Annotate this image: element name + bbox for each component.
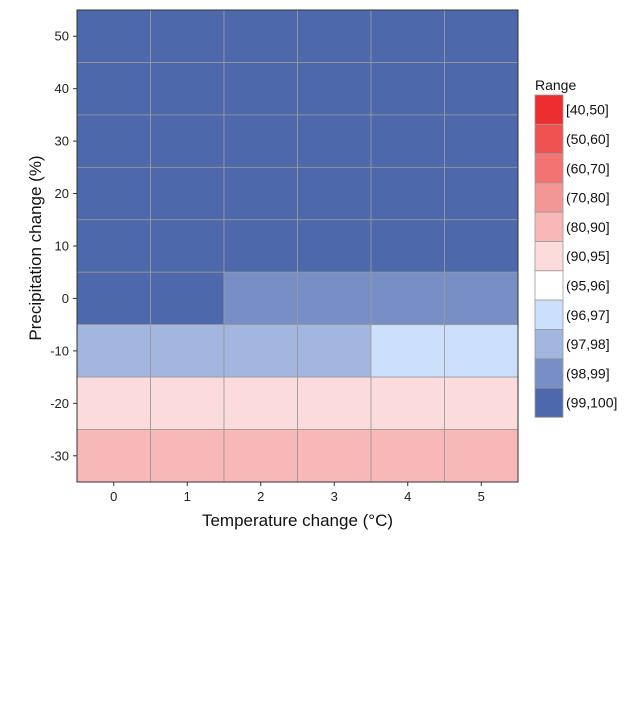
heatmap-cell — [150, 219, 225, 273]
legend-key — [534, 358, 564, 389]
y-tick-label: -10 — [50, 343, 69, 358]
heatmap-cell — [297, 114, 372, 168]
heatmap-cell — [76, 166, 151, 221]
legend-key — [534, 387, 564, 418]
heatmap-cell — [76, 324, 151, 378]
heatmap-cell — [76, 62, 151, 116]
heatmap-cell — [370, 219, 445, 273]
legend-label: (90,95] — [566, 248, 610, 264]
x-tick-label: 4 — [404, 489, 411, 504]
legend-key — [534, 123, 564, 155]
x-axis: 0 1 2 3 4 5 — [110, 482, 485, 504]
y-axis: 50 40 30 20 10 0 -10 -20 -30 — [50, 29, 77, 463]
heatmap-cell — [223, 166, 298, 221]
y-tick-label: 40 — [55, 81, 69, 96]
heatmap-cell — [223, 271, 298, 326]
legend-label: (70,80] — [566, 190, 610, 206]
x-tick-label: 3 — [331, 489, 338, 504]
heatmap-cell — [297, 429, 372, 483]
heatmap-cell — [223, 376, 298, 430]
y-tick-label: 50 — [55, 29, 69, 44]
y-tick-label: -30 — [50, 448, 69, 463]
heatmap-cell — [370, 114, 445, 168]
heatmap-cell — [223, 9, 298, 63]
legend-label: (98,99] — [566, 365, 610, 381]
heatmap-cell — [76, 9, 151, 63]
legend-label: (99,100] — [566, 395, 617, 411]
heatmap-cell — [150, 62, 225, 116]
y-tick-label: -20 — [50, 396, 69, 411]
legend: Range [40,50] (50,60] (60,70] (70,80] (80,90… — [534, 77, 617, 418]
heatmap-cell — [76, 429, 151, 483]
legend-label: (97,98] — [566, 336, 610, 352]
y-tick-label: 20 — [55, 186, 69, 201]
heatmap-cell — [223, 62, 298, 116]
heatmap-cell — [297, 166, 372, 221]
legend-title: Range — [535, 77, 576, 93]
heatmap-cell — [150, 271, 225, 326]
legend-label: [40,50] — [566, 102, 609, 118]
legend-key — [534, 182, 564, 213]
heatmap-cell — [297, 271, 372, 326]
y-axis-title: Precipitation change (%) — [26, 155, 45, 340]
y-tick-label: 10 — [55, 239, 69, 254]
heatmap-cell — [223, 219, 298, 273]
legend-key — [534, 241, 564, 272]
heatmap-cell — [370, 9, 445, 63]
legend-label: (50,60] — [566, 131, 610, 147]
x-tick-label: 5 — [478, 489, 485, 504]
heatmap-cell — [444, 114, 519, 168]
x-tick-label: 0 — [110, 489, 117, 504]
legend-label: (80,90] — [566, 219, 610, 235]
heatmap-cell — [150, 324, 225, 378]
legend-key — [534, 299, 564, 330]
legend-key — [534, 153, 564, 184]
heatmap-cell — [444, 9, 519, 63]
heatmap-cell — [297, 9, 372, 63]
heatmap-cell — [150, 429, 225, 483]
heatmap-cell — [150, 376, 225, 430]
heatmap-cell — [444, 271, 519, 326]
heatmap-cell — [150, 9, 225, 63]
legend-key — [534, 328, 564, 360]
heatmap-cells — [76, 9, 519, 483]
heatmap-cell — [223, 114, 298, 168]
heatmap-cell — [370, 62, 445, 116]
heatmap-cell — [370, 429, 445, 483]
heatmap-cell — [150, 166, 225, 221]
legend-label: (96,97] — [566, 307, 610, 323]
heatmap-cell — [76, 114, 151, 168]
heatmap-cell — [297, 376, 372, 430]
heatmap-cell — [76, 219, 151, 273]
heatmap-cell — [370, 271, 445, 326]
legend-key — [534, 270, 564, 301]
heatmap-cell — [444, 429, 519, 483]
x-axis-title: Temperature change (°C) — [202, 511, 393, 530]
heatmap-cell — [297, 62, 372, 116]
legend-label: (95,96] — [566, 277, 610, 293]
heatmap-cell — [223, 324, 298, 378]
heatmap-cell — [444, 62, 519, 116]
legend-key — [534, 211, 564, 242]
heatmap-cell — [76, 376, 151, 430]
heatmap-cell — [444, 324, 519, 378]
y-tick-label: 0 — [62, 291, 69, 306]
heatmap-cell — [370, 166, 445, 221]
heatmap-cell — [444, 219, 519, 273]
y-tick-label: 30 — [55, 134, 69, 149]
heatmap-cell — [370, 376, 445, 430]
legend-label: (60,70] — [566, 160, 610, 176]
heatmap-cell — [150, 114, 225, 168]
heatmap-cell — [76, 271, 151, 326]
heatmap-cell — [370, 324, 445, 378]
heatmap-cell — [444, 166, 519, 221]
heatmap-cell — [223, 429, 298, 483]
x-tick-label: 2 — [257, 489, 264, 504]
heatmap-cell — [297, 324, 372, 378]
x-tick-label: 1 — [184, 489, 191, 504]
heatmap-cell — [297, 219, 372, 273]
legend-key — [534, 94, 564, 125]
heatmap-cell — [444, 376, 519, 430]
